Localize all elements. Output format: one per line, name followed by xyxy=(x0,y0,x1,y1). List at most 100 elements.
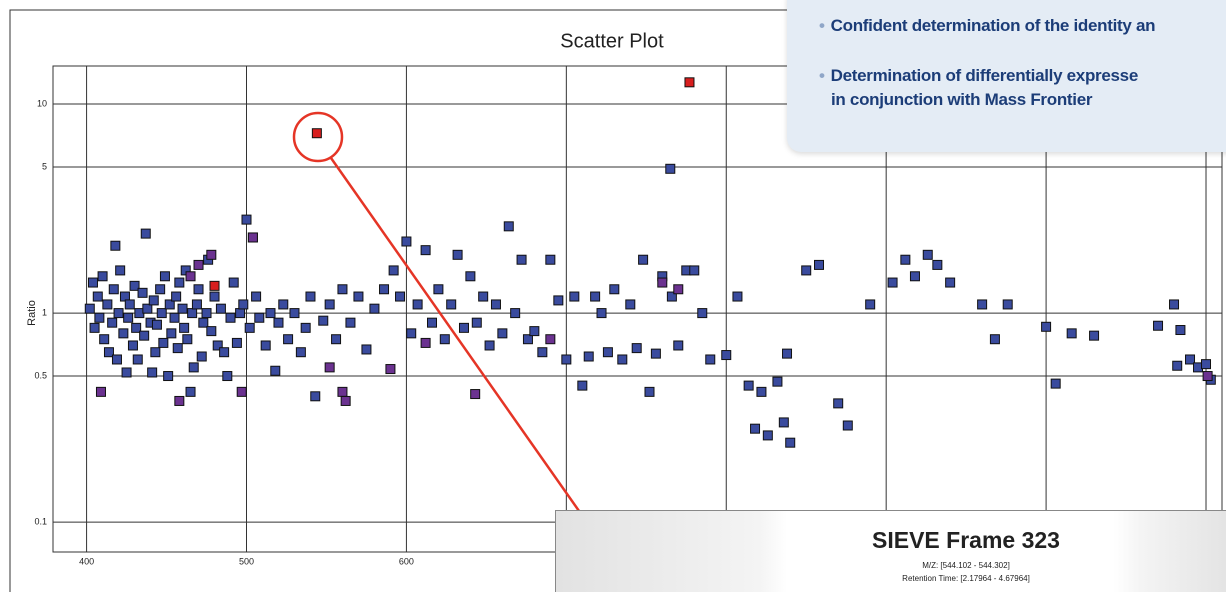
point xyxy=(1185,354,1196,365)
point xyxy=(92,291,103,302)
x-tick-label: 500 xyxy=(239,556,254,566)
point xyxy=(537,347,548,358)
point xyxy=(111,354,122,365)
point xyxy=(353,291,364,302)
point xyxy=(470,389,481,400)
point xyxy=(471,317,482,328)
highlight-circle xyxy=(292,111,344,163)
point xyxy=(209,280,220,291)
frame-title: SIEVE Frame 323 xyxy=(872,527,1060,553)
point xyxy=(137,287,148,298)
point xyxy=(785,437,796,448)
point xyxy=(446,299,457,310)
point xyxy=(922,249,933,260)
point xyxy=(657,277,668,288)
point xyxy=(155,284,166,295)
point xyxy=(107,317,118,328)
point xyxy=(750,423,761,434)
point xyxy=(782,348,793,359)
point xyxy=(225,312,236,323)
point xyxy=(193,284,204,295)
point xyxy=(497,328,508,339)
point xyxy=(222,371,233,382)
point xyxy=(295,347,306,358)
point xyxy=(385,364,396,375)
point xyxy=(516,254,527,265)
point xyxy=(324,299,335,310)
point xyxy=(617,354,628,365)
point xyxy=(433,284,444,295)
point xyxy=(909,271,920,282)
point xyxy=(644,386,655,397)
point xyxy=(260,340,271,351)
y-tick-label: 0.5 xyxy=(34,370,47,380)
point xyxy=(159,271,170,282)
point xyxy=(395,291,406,302)
point xyxy=(388,265,399,276)
point xyxy=(503,221,514,232)
point xyxy=(305,291,316,302)
point xyxy=(743,380,754,391)
point xyxy=(833,398,844,409)
point xyxy=(265,308,276,319)
point xyxy=(814,259,825,270)
point xyxy=(1089,330,1100,341)
callout-box: • Confident determination of the identity… xyxy=(787,0,1226,152)
point xyxy=(188,362,199,373)
point xyxy=(561,354,572,365)
point xyxy=(484,340,495,351)
point xyxy=(289,308,300,319)
point xyxy=(163,371,174,382)
point xyxy=(684,77,695,88)
point xyxy=(1175,325,1186,336)
point xyxy=(231,337,242,348)
point xyxy=(156,308,167,319)
point xyxy=(185,386,196,397)
callout-text: in conjunction with Mass Frontier xyxy=(831,90,1093,109)
point xyxy=(179,322,190,333)
point xyxy=(150,347,161,358)
point xyxy=(131,322,142,333)
point xyxy=(1169,299,1180,310)
point xyxy=(196,351,207,362)
point xyxy=(478,291,489,302)
point xyxy=(545,334,556,345)
point xyxy=(1172,360,1183,371)
point xyxy=(228,277,239,288)
point xyxy=(140,228,151,239)
point xyxy=(241,214,252,225)
callout-text: Determination of differentially expresse xyxy=(830,66,1139,85)
point xyxy=(721,350,732,361)
point xyxy=(142,303,153,314)
point xyxy=(212,340,223,351)
frame-mz: M/Z: [544.102 - 544.302] xyxy=(922,561,1010,570)
point xyxy=(900,254,911,265)
point xyxy=(148,295,159,306)
point xyxy=(1066,328,1077,339)
point xyxy=(99,334,110,345)
frame-rt: Retention Time: [2.17964 - 4.67964] xyxy=(902,574,1030,583)
point xyxy=(193,259,204,270)
point xyxy=(1050,378,1061,389)
y-tick-label: 5 xyxy=(42,161,47,171)
point xyxy=(324,362,335,373)
point xyxy=(201,308,212,319)
point xyxy=(458,322,469,333)
callout-text: Confident determination of the identity … xyxy=(830,16,1156,35)
point xyxy=(945,277,956,288)
point xyxy=(490,299,501,310)
point xyxy=(369,303,380,314)
point xyxy=(732,291,743,302)
point xyxy=(95,386,106,397)
point xyxy=(361,344,372,355)
point xyxy=(1153,320,1164,331)
point xyxy=(185,271,196,282)
point xyxy=(247,232,258,243)
point xyxy=(187,308,198,319)
point xyxy=(379,284,390,295)
point xyxy=(412,299,423,310)
point xyxy=(166,328,177,339)
point xyxy=(206,326,217,337)
point xyxy=(102,299,113,310)
